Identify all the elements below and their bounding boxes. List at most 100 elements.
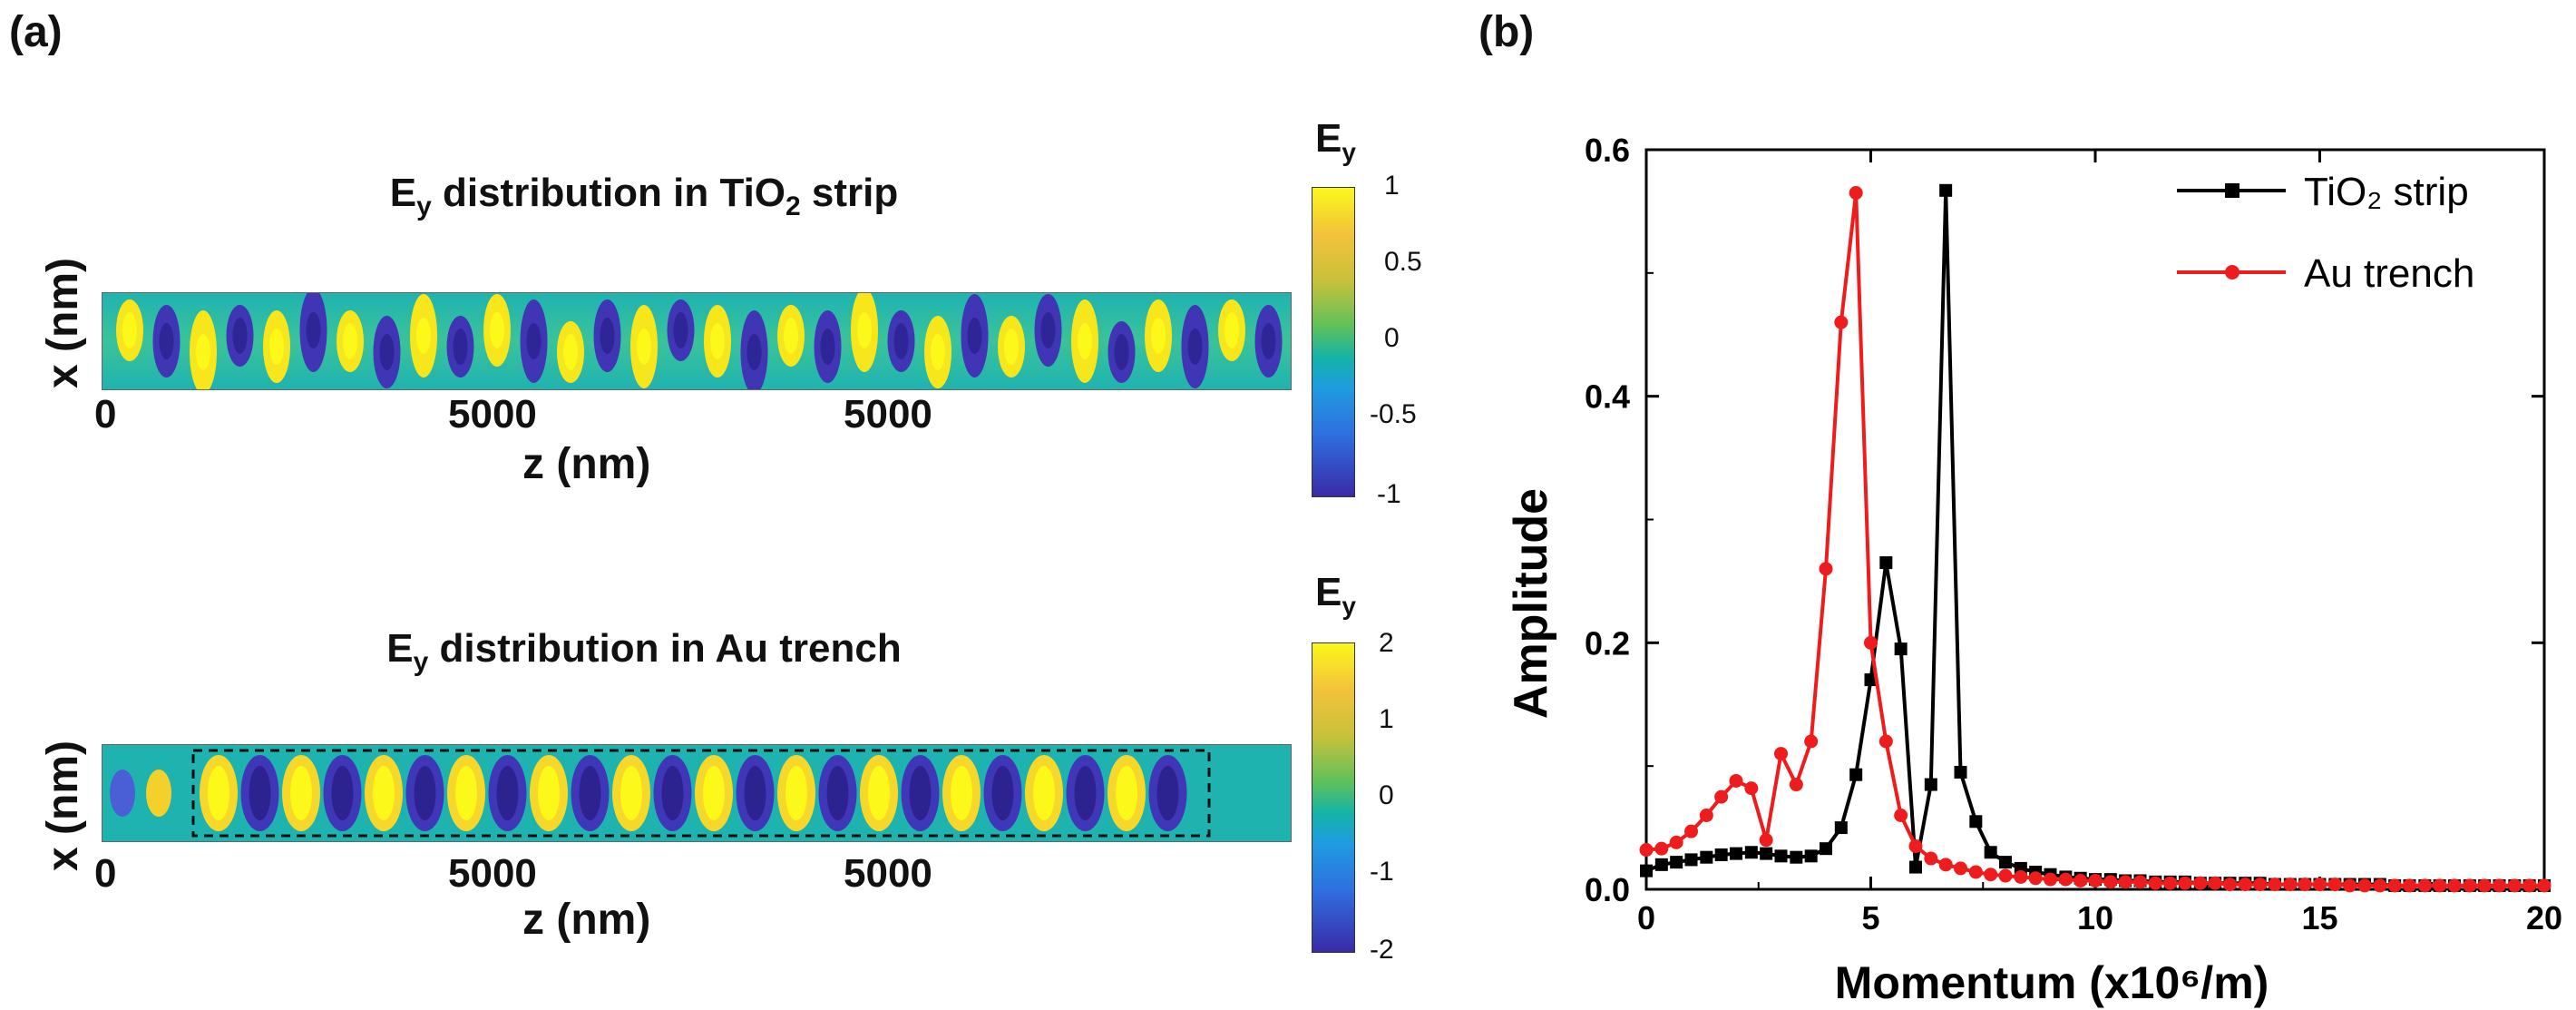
data-point-au-trench: [1654, 841, 1669, 856]
y-tick-label: 0.2: [1585, 624, 1630, 662]
data-point-au-trench: [2327, 878, 2342, 892]
data-point-au-trench: [2522, 878, 2537, 893]
field-core: [744, 766, 766, 820]
data-point-au-trench: [1744, 781, 1759, 796]
data-point-au-trench: [1774, 747, 1788, 761]
field-core: [826, 766, 849, 820]
data-point-au-trench: [2537, 878, 2552, 893]
colorbar1-tick: 0.5: [1384, 247, 1422, 277]
data-point-au-trench: [1699, 809, 1713, 822]
data-point-au-trench: [2463, 878, 2477, 893]
data-point-au-trench: [2268, 878, 2282, 892]
data-point-tio2-strip: [1984, 846, 1997, 859]
field-core: [746, 334, 762, 370]
map1-tick-0: 0: [94, 392, 117, 436]
colorbar2-title: Ey: [1315, 570, 1356, 620]
map1-tick-1: 5000: [448, 392, 537, 436]
data-point-tio2-strip: [1954, 765, 1967, 779]
data-point-au-trench: [2118, 875, 2132, 889]
field-core: [1151, 318, 1166, 354]
data-point-au-trench: [1819, 562, 1833, 576]
field-core: [1116, 766, 1137, 820]
field-core: [232, 318, 248, 354]
x-axis-label: Momentum (x10⁶/m): [1835, 957, 2269, 1008]
field-core: [710, 323, 725, 359]
data-point-tio2-strip: [1760, 847, 1773, 860]
data-point-au-trench: [1864, 635, 1878, 650]
y-axis-label: Amplitude: [1505, 488, 1557, 719]
y-tick-label: 0.6: [1585, 132, 1630, 169]
data-point-au-trench: [2163, 876, 2178, 890]
colorbar1-tick: -1: [1377, 479, 1401, 509]
data-point-au-trench: [2073, 873, 2088, 887]
data-point-tio2-strip: [1999, 856, 2012, 869]
field-core: [1114, 334, 1129, 370]
field-core: [1261, 323, 1276, 359]
colorbar2-tick: 2: [1379, 628, 1394, 658]
field-core: [931, 334, 945, 370]
field-core: [343, 323, 357, 359]
data-point-tio2-strip: [1744, 846, 1758, 859]
data-point-au-trench: [2447, 878, 2462, 893]
colorbar2: [1312, 642, 1355, 953]
data-point-au-trench: [1924, 851, 1938, 866]
y-tick-label: 0.4: [1585, 378, 1630, 416]
data-point-au-trench: [1878, 734, 1893, 749]
data-point-au-trench: [2387, 878, 2402, 893]
data-point-tio2-strip: [1700, 850, 1713, 864]
data-point-au-trench: [2313, 878, 2327, 892]
data-point-au-trench: [1984, 868, 1998, 882]
data-point-tio2-strip: [1654, 858, 1668, 871]
field-core: [991, 766, 1014, 820]
data-point-au-trench: [2133, 875, 2147, 889]
x-tick-label: 5: [1861, 899, 1879, 936]
field-core: [1033, 766, 1055, 820]
data-point-au-trench: [1908, 838, 1923, 853]
field-core: [579, 766, 601, 820]
field-core: [661, 766, 684, 820]
data-point-au-trench: [2507, 878, 2522, 893]
panel-b-label: (b): [1478, 8, 1535, 56]
data-point-au-trench: [2028, 871, 2043, 886]
field-core: [538, 766, 560, 820]
data-point-au-trench: [2014, 869, 2028, 884]
data-point-au-trench: [1789, 778, 1803, 792]
colorbar2-tick: -1: [1370, 857, 1394, 887]
data-point-au-trench: [1684, 824, 1698, 838]
data-point-au-trench: [2193, 876, 2208, 890]
data-point-au-trench: [2088, 873, 2103, 887]
data-point-au-trench: [2357, 878, 2372, 893]
field-core: [490, 312, 504, 348]
field-core: [1004, 328, 1019, 365]
field-core: [1187, 328, 1203, 365]
field-core: [1074, 766, 1097, 820]
field-core: [967, 318, 982, 354]
field-core: [453, 328, 468, 365]
map2-tick-1: 5000: [448, 851, 537, 896]
field-core: [673, 312, 688, 348]
data-point-au-trench: [1998, 868, 2013, 883]
data-point-au-trench: [2343, 878, 2357, 893]
field-core: [373, 766, 395, 820]
field-core: [208, 766, 229, 820]
field-core: [563, 334, 578, 370]
data-point-tio2-strip: [1924, 778, 1937, 791]
data-point-au-trench: [1804, 734, 1819, 749]
field-core: [496, 766, 519, 820]
series-line-au-trench: [1645, 192, 2544, 887]
data-point-au-trench: [1954, 861, 1967, 876]
field-core: [1040, 312, 1056, 348]
map2-field: [102, 744, 1292, 842]
field-core: [1078, 323, 1092, 359]
field-core: [416, 318, 431, 354]
data-point-au-trench: [2238, 878, 2252, 892]
map2-tick-2: 5000: [844, 851, 932, 896]
data-point-au-trench: [1968, 865, 1983, 879]
colorbar2-tick: -2: [1370, 935, 1394, 965]
data-point-au-trench: [2253, 878, 2268, 892]
data-point-au-trench: [2044, 872, 2057, 887]
map1-tick-2: 5000: [844, 392, 932, 436]
field-core: [379, 334, 395, 370]
data-point-au-trench: [1849, 186, 1863, 201]
